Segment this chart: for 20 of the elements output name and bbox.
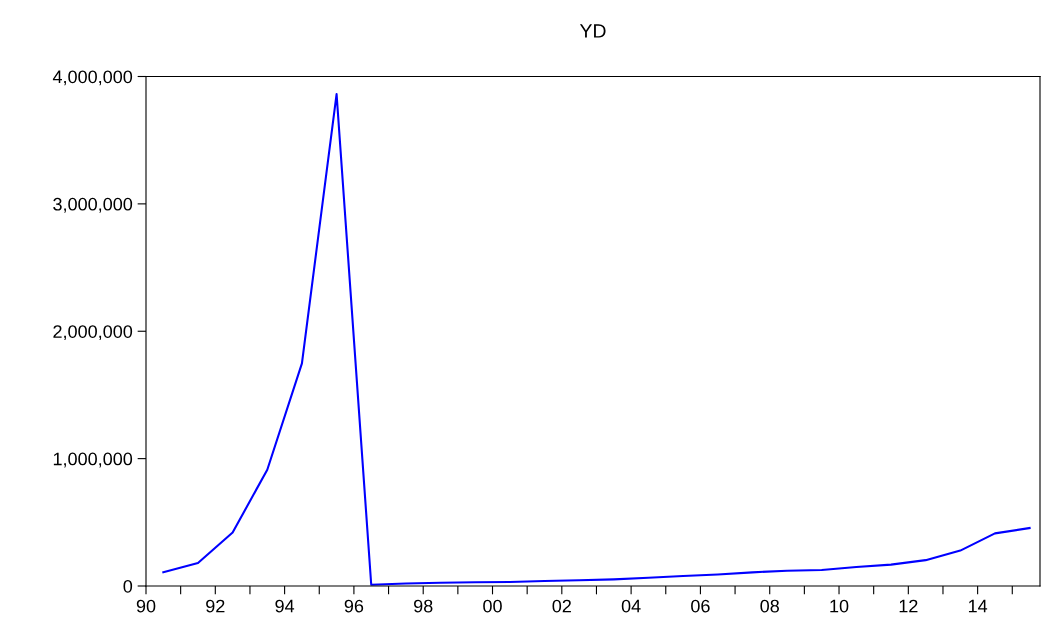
chart-title: YD xyxy=(579,24,606,38)
x-tick-label: 94 xyxy=(275,599,295,613)
y-tick-label: 2,000,000 xyxy=(53,325,133,341)
x-tick-label: 06 xyxy=(691,599,710,613)
x-tick-label: 96 xyxy=(344,599,364,613)
line-series xyxy=(162,93,1031,586)
x-tick-label: 08 xyxy=(760,599,779,613)
x-tick-label: 00 xyxy=(483,599,502,613)
y-tick-label: 3,000,000 xyxy=(53,197,133,213)
x-tick-label: 02 xyxy=(552,599,571,613)
y-tick-label: 1,000,000 xyxy=(53,452,133,468)
x-tick-label: 10 xyxy=(830,599,849,613)
x-tick-label: 14 xyxy=(968,599,988,613)
x-tick-label: 98 xyxy=(414,599,433,613)
y-tick-label: 0 xyxy=(123,579,133,593)
x-tick-label: 92 xyxy=(206,599,225,613)
x-tick-label: 04 xyxy=(621,599,641,613)
x-tick-label: 90 xyxy=(136,599,156,613)
x-tick-label: 12 xyxy=(899,599,918,613)
y-tick-label: 4,000,000 xyxy=(52,70,133,86)
